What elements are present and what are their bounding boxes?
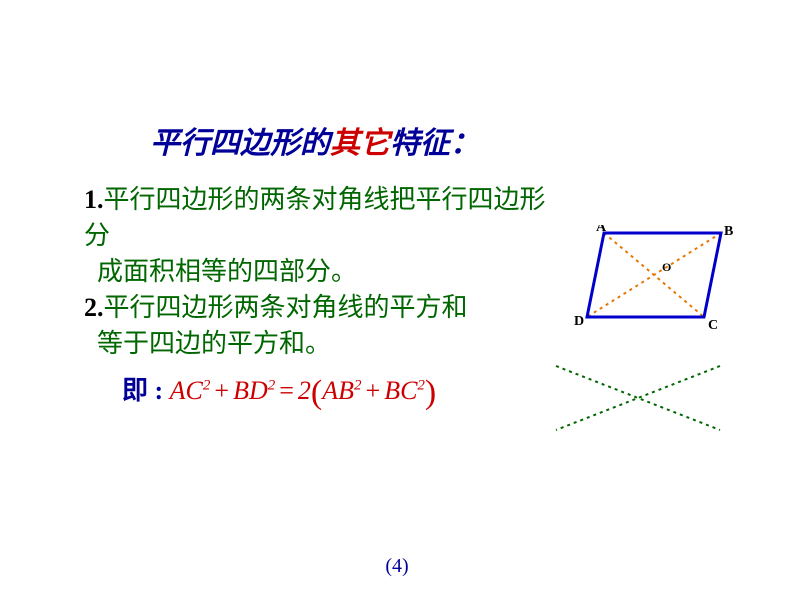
eq-coef: 2 — [298, 376, 311, 405]
vertex-B: B — [724, 225, 733, 239]
item1-num: 1. — [84, 185, 104, 214]
eq-plus1: + — [210, 376, 233, 405]
item1-line2: 成面积相等的四部分。 — [97, 257, 357, 286]
cross-diagram — [548, 358, 728, 438]
eq-AC: AC — [170, 376, 203, 405]
parallelogram-diagram: A B C D O — [556, 225, 736, 335]
item2-num: 2. — [84, 293, 104, 322]
page-number: (4) — [0, 555, 794, 578]
item-1: 1.平行四边形的两条对角线把平行四边形分 成面积相等的四部分。 — [84, 182, 564, 290]
item2-line1: 平行四边形两条对角线的平方和 — [104, 293, 468, 322]
eq-BD: BD — [233, 376, 268, 405]
eq-BC: BC — [384, 376, 417, 405]
item-2: 2.平行四边形两条对角线的平方和 等于四边的平方和。 — [84, 290, 494, 362]
center-O: O — [662, 260, 671, 274]
diag-BD — [587, 233, 721, 317]
item2-line2: 等于四边的平方和。 — [97, 329, 331, 358]
item1-line1: 平行四边形的两条对角线把平行四边形分 — [84, 185, 546, 250]
title-part2: 其它 — [330, 127, 390, 160]
eq-eq: = — [275, 376, 298, 405]
eq-sq4: 2 — [417, 377, 425, 393]
eq-prefix: 即 : — [122, 376, 170, 405]
eq-plus2: + — [362, 376, 385, 405]
vertex-A: A — [596, 225, 607, 235]
slide-title: 平行四边形的其它特征： — [150, 118, 480, 162]
eq-lparen: ( — [311, 374, 322, 411]
vertex-D: D — [574, 314, 584, 329]
vertex-C: C — [708, 318, 718, 333]
equation: 即 : AC2+BD2=2(AB2+BC2) — [122, 370, 436, 412]
eq-sq3: 2 — [354, 377, 362, 393]
eq-AB: AB — [322, 376, 354, 405]
title-part1: 平行四边形的 — [150, 127, 330, 160]
title-part3: 特征： — [390, 127, 480, 160]
eq-rparen: ) — [425, 374, 436, 411]
